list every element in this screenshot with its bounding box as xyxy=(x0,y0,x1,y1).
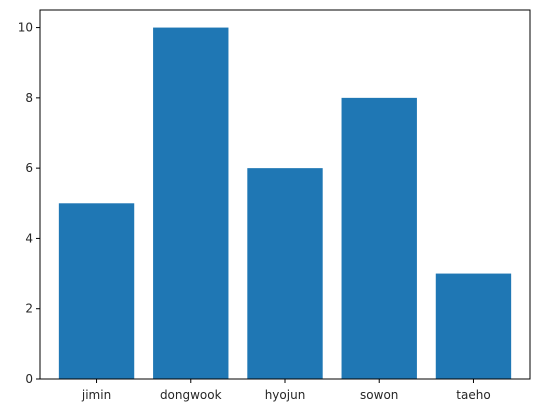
y-tick-label-2: 2 xyxy=(25,302,33,316)
x-axis: jimin dongwook hyojun sowon taeho xyxy=(81,379,491,402)
bar-dongwook xyxy=(153,27,229,379)
bar-taeho xyxy=(435,273,512,379)
y-tick-label-0: 0 xyxy=(25,372,33,386)
bar-sowon xyxy=(341,97,417,380)
x-tick-label-dongwook: dongwook xyxy=(160,388,222,402)
y-tick-label-10: 10 xyxy=(18,21,33,35)
bar-hyojun xyxy=(247,168,323,379)
y-tick-label-8: 8 xyxy=(25,91,33,105)
plot-frame xyxy=(39,9,531,380)
y-tick-label-6: 6 xyxy=(25,161,33,175)
x-tick-label-sowon: sowon xyxy=(360,388,398,402)
y-axis: 0 2 4 6 8 10 xyxy=(18,21,40,386)
bars-group xyxy=(58,27,512,380)
y-tick-label-4: 4 xyxy=(25,231,33,245)
x-tick-label-taeho: taeho xyxy=(456,388,490,402)
bar-jimin xyxy=(58,203,135,379)
x-tick-label-hyojun: hyojun xyxy=(265,388,306,402)
x-tick-label-jimin: jimin xyxy=(81,388,111,402)
